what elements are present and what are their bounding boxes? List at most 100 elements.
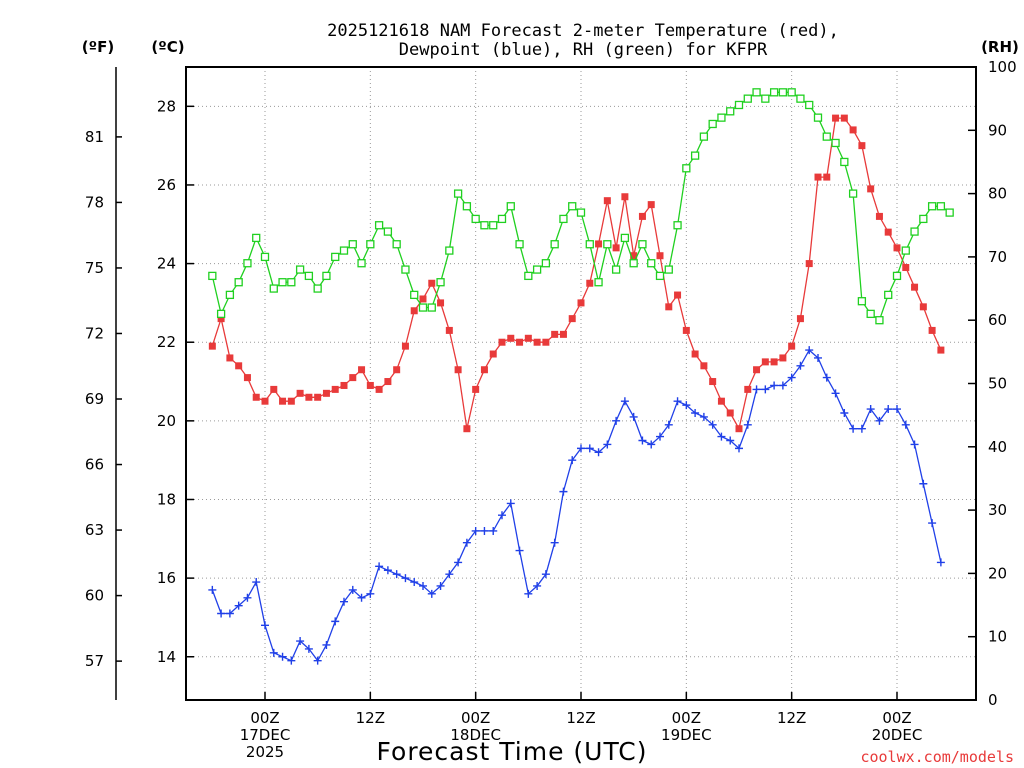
dewpoint-point [928,519,937,528]
dewpoint-point [559,487,568,496]
celsius-tick-label: 28 [157,97,176,115]
temperature-point [410,307,418,315]
rh-point [313,284,322,293]
rh-point [647,259,656,268]
dewpoint-point [568,456,577,465]
temperature-point [691,350,699,358]
rh-point [216,309,226,319]
temperature-point [235,362,243,370]
time-tick-label: 12Z [356,709,385,727]
dewpoint-point [252,578,261,587]
fahrenheit-unit-label: (ºF) [82,38,114,56]
rh-point [805,100,814,110]
dewpoint-point [910,440,919,449]
rh-point [366,240,375,249]
rh-point [392,240,401,249]
temperature-point [419,295,427,303]
temperature-point [208,342,216,350]
dewpoint-point [436,581,445,590]
temperature-point [674,291,682,299]
rh-point [927,202,937,211]
temperature-point [744,385,752,393]
rh-point [489,221,498,230]
celsius-tick-label: 24 [157,255,176,273]
temperature-point [243,374,251,382]
temperature-point [735,425,743,433]
time-tick-label: 19DEC [661,726,712,744]
rh-point [471,214,480,224]
fahrenheit-tick-label: 78 [85,193,104,211]
rh-point [919,214,928,224]
celsius-tick-label: 16 [157,569,176,587]
temperature-point [638,212,646,220]
rh-point [524,271,533,281]
temperature-point [805,260,813,268]
dewpoint-series [208,346,945,665]
rh-point [339,246,349,255]
temperature-point [349,374,357,382]
rh-tick-label: 50 [988,375,1007,393]
temperature-point [463,425,471,433]
temperature-point [454,366,462,374]
celsius-tick-label: 26 [157,176,176,194]
dewpoint-point [936,558,945,567]
rh-point [401,265,410,274]
rh-point [822,132,831,141]
temperature-point [507,334,515,342]
dewpoint-point [664,420,673,429]
dewpoint-point [629,412,638,421]
rh-point [322,271,331,281]
dewpoint-point [849,424,858,433]
rh-point [506,202,515,211]
rh-tick-label: 10 [988,628,1007,646]
rh-unit-label: (RH) [981,38,1019,56]
temperature-point [665,303,673,311]
dewpoint-point [761,385,770,394]
data-series [208,88,954,665]
temperature-point [647,201,655,209]
temperature-point [498,338,506,346]
rh-point [410,290,419,300]
dewpoint-point [313,656,322,665]
dewpoint-point [401,574,410,583]
rh-point [418,303,428,312]
temperature-point [709,378,717,386]
temperature-point [700,362,708,370]
rh-tick-label: 20 [988,564,1007,582]
dewpoint-point [814,353,822,362]
rh-point [594,278,603,287]
rh-point [515,240,524,249]
rh-point [901,246,910,255]
temperature-point [358,366,366,374]
rh-point [655,271,665,281]
celsius-tick-label: 20 [157,412,176,430]
temperature-point [489,350,497,358]
rh-point [331,252,340,262]
dewpoint-point [261,621,269,630]
temperature-point [875,212,883,220]
temperature-point [437,299,445,307]
rh-point [348,240,357,249]
dewpoint-point [778,381,787,390]
rh-point [559,214,568,224]
dewpoint-point [340,597,348,606]
temperature-point [217,315,225,323]
temperature-point [322,389,330,397]
temperature-point [568,315,576,323]
dewpoint-point [743,420,752,429]
dewpoint-point [445,570,454,579]
dewpoint-point [919,479,928,488]
temperature-point [937,346,945,354]
dewpoint-point [234,601,243,610]
temperature-point [770,358,778,366]
temperature-point [867,185,875,193]
dewpoint-point [735,444,743,453]
time-tick-label: 20DEC [872,726,923,744]
rh-point [462,202,472,211]
temperature-point [314,393,322,401]
rh-point [269,284,278,293]
temperature-point [542,338,550,346]
rh-point [576,208,586,217]
rh-point [945,208,954,217]
temperature-point [384,378,392,386]
